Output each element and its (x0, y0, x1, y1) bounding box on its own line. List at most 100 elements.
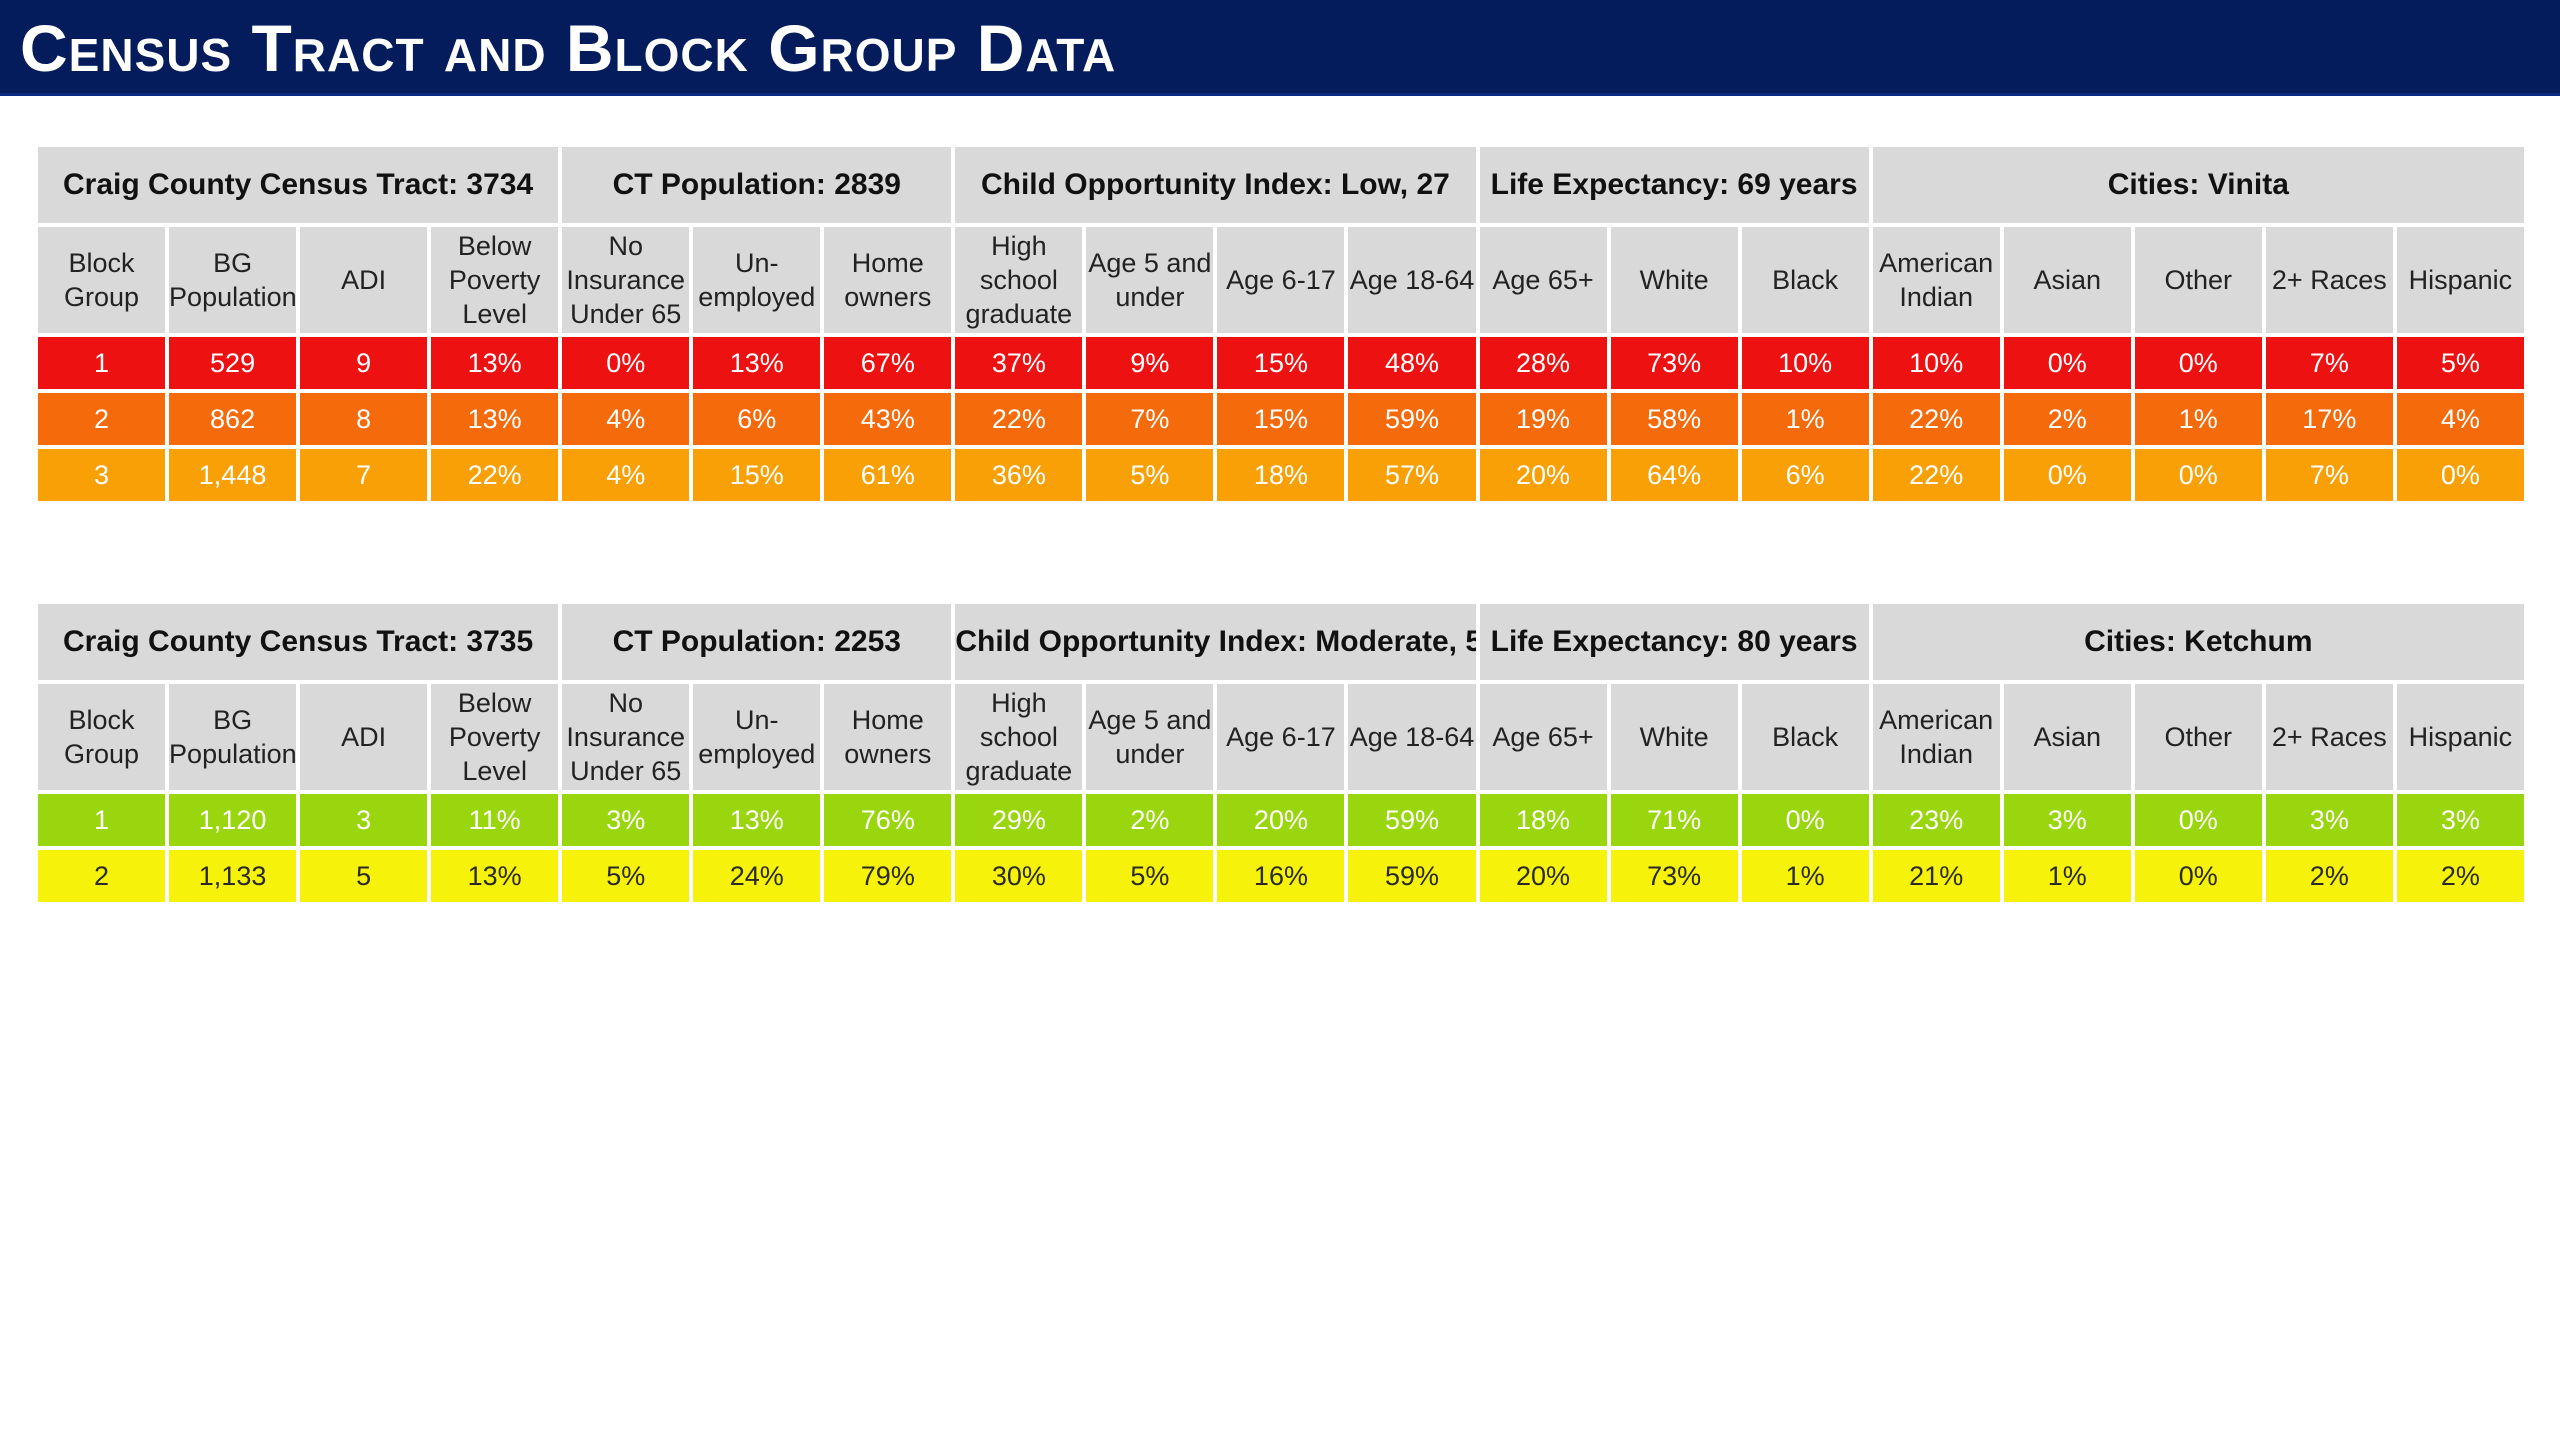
table-cell: 10% (1741, 337, 1869, 389)
col-age-65-plus: Age 65+ (1479, 684, 1607, 790)
table-cell: 11% (431, 794, 559, 846)
table-cell: 0% (2134, 337, 2262, 389)
table-cell: 4% (562, 449, 690, 501)
col-no-insurance: No Insurance Under 65 (562, 684, 690, 790)
tract-id-header: Craig County Census Tract: 3734 (38, 147, 559, 223)
col-block-group: Block Group (38, 684, 166, 790)
table-cell: 18% (1217, 449, 1345, 501)
col-other: Other (2134, 684, 2262, 790)
census-table-tract-3734: Craig County Census Tract: 3734 CT Popul… (34, 143, 2528, 505)
col-asian: Asian (2003, 227, 2131, 333)
table-cell: 9 (300, 337, 428, 389)
table-cell: 22% (955, 393, 1083, 445)
table-cell: 24% (693, 850, 821, 902)
col-adi: ADI (300, 227, 428, 333)
col-below-poverty: Below Poverty Level (431, 227, 559, 333)
table-cell: 17% (2265, 393, 2393, 445)
col-age-18-64: Age 18-64 (1348, 684, 1476, 790)
table-cell: 30% (955, 850, 1083, 902)
tract-rows: 1 1,120 3 11% 3% 13% 76% 29% 2% 20% 59% 18% 71% 0% 23%… (38, 794, 2524, 902)
table-cell: 13% (693, 337, 821, 389)
table-cell: 5% (1086, 850, 1214, 902)
table-cell: 2 (38, 393, 166, 445)
col-age-6-17: Age 6-17 (1217, 227, 1345, 333)
table-row: 3 1,448 7 22% 4% 15% 61% 36% 5% 18% 57% 20% 64% 6% 22%… (38, 449, 2524, 501)
table-cell: 2% (2396, 850, 2524, 902)
table-cell: 1% (1741, 850, 1869, 902)
table-cell: 18% (1479, 794, 1607, 846)
col-block-group: Block Group (38, 227, 166, 333)
table-cell: 59% (1348, 794, 1476, 846)
table-cell: 13% (693, 794, 821, 846)
tract-id-header: Craig County Census Tract: 3735 (38, 604, 559, 680)
col-two-plus-races: 2+ Races (2265, 684, 2393, 790)
table-cell: 0% (2396, 449, 2524, 501)
table-cell: 1 (38, 337, 166, 389)
table-cell: 5% (2396, 337, 2524, 389)
tract-summary-row: Craig County Census Tract: 3734 CT Popul… (38, 147, 2524, 223)
col-home-owners: Home owners (824, 227, 952, 333)
table-cell: 20% (1479, 850, 1607, 902)
col-black: Black (1741, 684, 1869, 790)
table-cell: 2% (2003, 393, 2131, 445)
table-cell: 1 (38, 794, 166, 846)
table-cell: 0% (2134, 850, 2262, 902)
table-cell: 57% (1348, 449, 1476, 501)
title-bar: Census Tract and Block Group Data (0, 0, 2560, 96)
table-cell: 0% (562, 337, 690, 389)
ct-population-header: CT Population: 2839 (562, 147, 952, 223)
col-hispanic: Hispanic (2396, 684, 2524, 790)
table-cell: 23% (1872, 794, 2000, 846)
table-row: 2 1,133 5 13% 5% 24% 79% 30% 5% 16% 59% 20% 73% 1% 21%… (38, 850, 2524, 902)
tract-summary-row: Craig County Census Tract: 3735 CT Popul… (38, 604, 2524, 680)
table-cell: 4% (2396, 393, 2524, 445)
col-high-school: High school graduate (955, 684, 1083, 790)
table-cell: 20% (1479, 449, 1607, 501)
table-cell: 22% (1872, 393, 2000, 445)
table-cell: 3% (2396, 794, 2524, 846)
col-hispanic: Hispanic (2396, 227, 2524, 333)
page-title: Census Tract and Block Group Data (20, 11, 1117, 85)
table-cell: 73% (1610, 337, 1738, 389)
tract-rows: 1 529 9 13% 0% 13% 67% 37% 9% 15% 48% 28% 73% 10% 10% 0… (38, 337, 2524, 501)
cities-header: Cities: Vinita (1872, 147, 2524, 223)
table-cell: 529 (169, 337, 297, 389)
table-cell: 1% (1741, 393, 1869, 445)
col-unemployed: Un- employed (693, 227, 821, 333)
col-high-school: High school graduate (955, 227, 1083, 333)
table-cell: 59% (1348, 850, 1476, 902)
table-cell: 7% (2265, 449, 2393, 501)
table-cell: 4% (562, 393, 690, 445)
col-age-5-under: Age 5 and under (1086, 684, 1214, 790)
table-cell: 6% (1741, 449, 1869, 501)
life-expectancy-header: Life Expectancy: 80 years (1479, 604, 1869, 680)
table-cell: 59% (1348, 393, 1476, 445)
table-cell: 79% (824, 850, 952, 902)
table-cell: 7% (1086, 393, 1214, 445)
census-table-tract-3735: Craig County Census Tract: 3735 CT Popul… (34, 600, 2528, 906)
table-cell: 862 (169, 393, 297, 445)
column-header-row: Block Group BG Population ADI Below Pove… (38, 227, 2524, 333)
table-cell: 3% (2265, 794, 2393, 846)
table-cell: 22% (1872, 449, 2000, 501)
column-header-row: Block Group BG Population ADI Below Pove… (38, 684, 2524, 790)
table-cell: 13% (431, 850, 559, 902)
table-cell: 71% (1610, 794, 1738, 846)
table-cell: 15% (693, 449, 821, 501)
table-cell: 2 (38, 850, 166, 902)
col-two-plus-races: 2+ Races (2265, 227, 2393, 333)
col-below-poverty: Below Poverty Level (431, 684, 559, 790)
table-cell: 3 (38, 449, 166, 501)
table-row: 1 1,120 3 11% 3% 13% 76% 29% 2% 20% 59% 18% 71% 0% 23%… (38, 794, 2524, 846)
table-cell: 10% (1872, 337, 2000, 389)
table-row: 1 529 9 13% 0% 13% 67% 37% 9% 15% 48% 28% 73% 10% 10% 0… (38, 337, 2524, 389)
table-cell: 3 (300, 794, 428, 846)
table-cell: 0% (1741, 794, 1869, 846)
table-cell: 2% (2265, 850, 2393, 902)
table-cell: 67% (824, 337, 952, 389)
table-cell: 48% (1348, 337, 1476, 389)
col-american-indian: American Indian (1872, 684, 2000, 790)
table-cell: 15% (1217, 393, 1345, 445)
table-cell: 1% (2134, 393, 2262, 445)
table-cell: 0% (2134, 449, 2262, 501)
